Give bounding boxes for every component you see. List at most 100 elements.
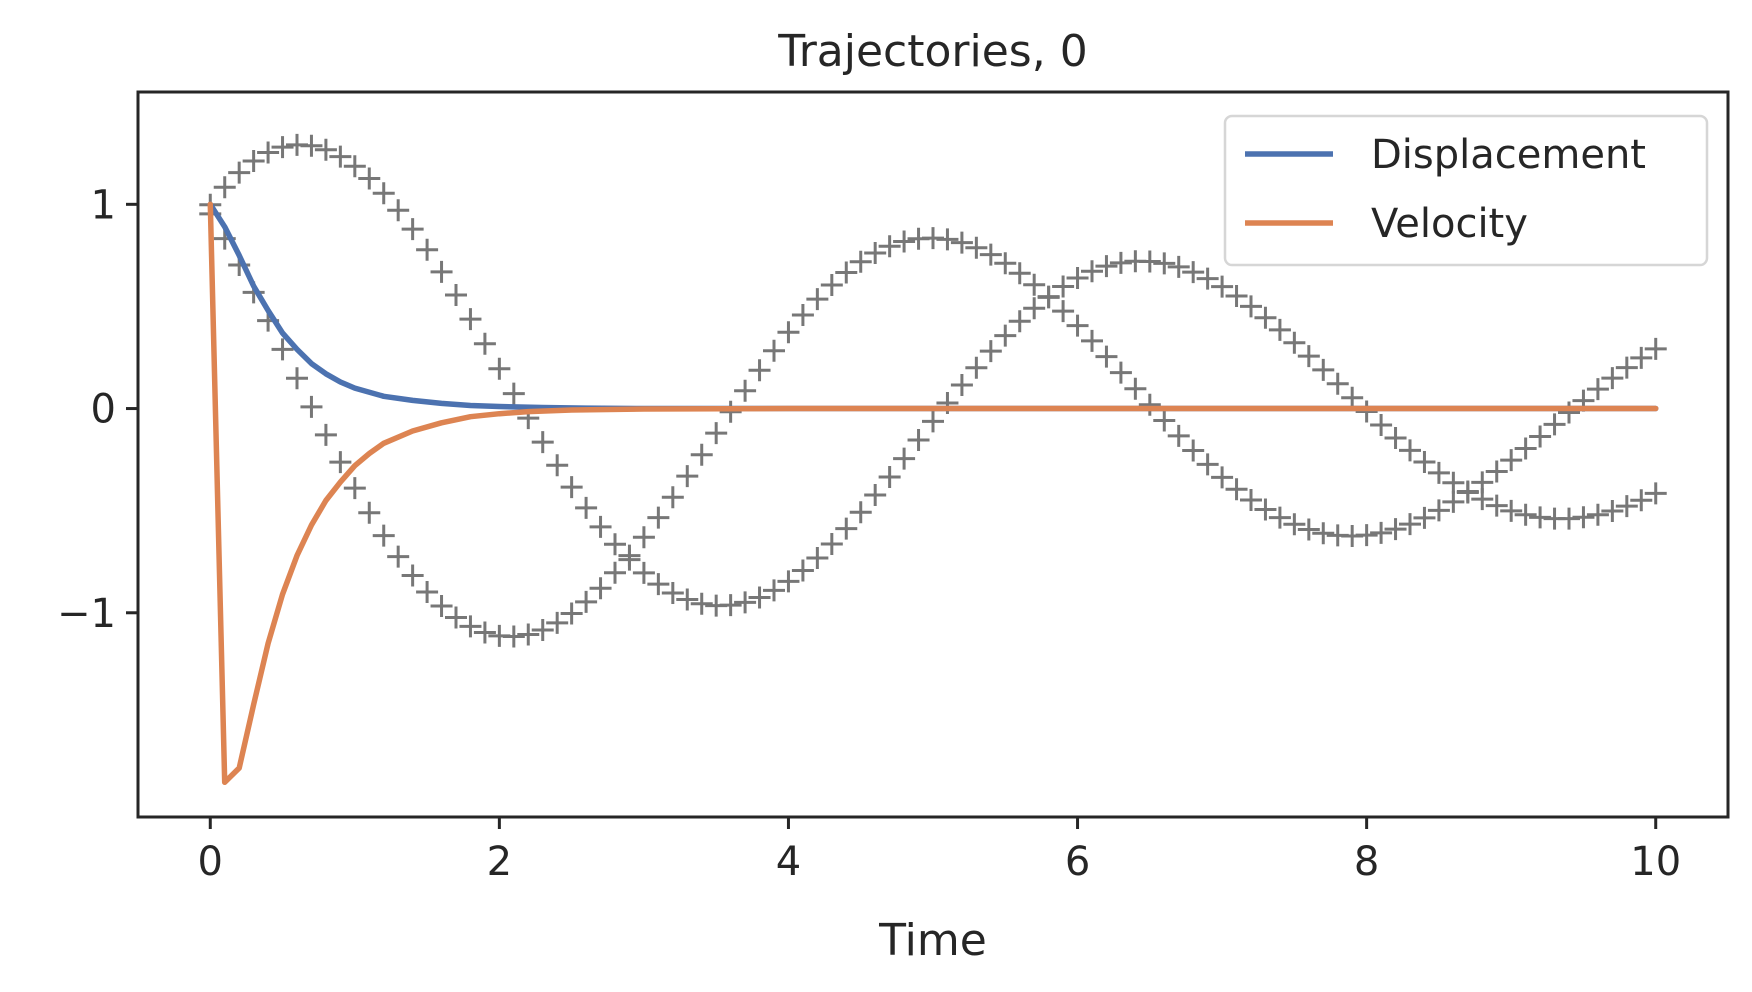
plus-marker <box>806 547 829 570</box>
plus-marker <box>748 359 771 382</box>
plus-marker <box>416 238 439 261</box>
plus-marker <box>1543 413 1566 436</box>
plus-marker <box>1442 471 1465 494</box>
plus-marker <box>661 581 684 604</box>
plus-marker <box>1384 518 1407 541</box>
plus-marker <box>604 561 626 584</box>
plus-marker <box>473 332 496 355</box>
plus-marker <box>1442 490 1465 513</box>
plus-marker <box>430 260 453 283</box>
plus-marker <box>372 182 395 205</box>
plus-marker <box>401 564 424 587</box>
plus-marker <box>979 340 1002 363</box>
plus-marker <box>661 486 684 509</box>
plus-marker <box>1138 250 1161 273</box>
plus-marker <box>994 324 1017 347</box>
plus-marker <box>1615 356 1638 379</box>
plus-marker <box>994 252 1017 275</box>
plus-marker <box>228 161 251 184</box>
plus-marker <box>343 155 366 178</box>
x-tick-label: 8 <box>1354 839 1379 885</box>
plus-marker <box>560 476 583 499</box>
plus-marker <box>1225 478 1248 501</box>
plus-marker <box>1355 524 1378 547</box>
y-tick-label: −1 <box>57 591 116 637</box>
plus-marker <box>1514 503 1537 526</box>
plus-marker <box>329 451 352 474</box>
plus-marker <box>502 382 525 405</box>
plus-marker <box>1413 506 1436 529</box>
plus-marker <box>1384 426 1407 449</box>
plus-marker <box>314 138 337 161</box>
plus-marker <box>1182 261 1205 284</box>
plus-marker <box>820 273 843 296</box>
plus-marker <box>979 243 1002 266</box>
plus-marker <box>965 356 988 379</box>
plus-marker <box>1529 425 1552 448</box>
plus-marker <box>242 149 265 172</box>
plus-marker <box>531 618 554 641</box>
plus-marker <box>1399 439 1421 462</box>
plus-marker <box>1254 498 1277 521</box>
plus-marker <box>1211 275 1234 298</box>
plus-marker <box>1182 439 1205 462</box>
plus-marker <box>271 338 294 361</box>
plus-marker <box>1312 358 1335 381</box>
plus-marker <box>430 595 453 618</box>
plus-marker <box>719 594 742 617</box>
plus-marker <box>632 561 655 584</box>
plus-marker <box>1326 372 1349 395</box>
plus-marker <box>1312 522 1335 545</box>
plus-marker <box>1109 251 1132 274</box>
plus-marker <box>213 176 236 199</box>
plus-marker <box>1167 424 1190 447</box>
plus-marker <box>849 250 872 273</box>
plot-frame <box>136 90 1730 819</box>
legend: Displacement Velocity <box>1223 114 1709 267</box>
plus-marker <box>517 623 540 646</box>
plus-marker <box>257 141 280 164</box>
plus-marker <box>1066 266 1089 289</box>
plus-marker <box>459 615 482 638</box>
plus-marker <box>1471 471 1494 494</box>
plus-marker <box>387 199 410 222</box>
plus-marker <box>1225 284 1248 307</box>
plus-marker <box>546 611 569 634</box>
plus-marker <box>1456 481 1479 504</box>
x-tick-label: 0 <box>198 839 223 885</box>
plus-marker <box>372 524 395 547</box>
plus-marker <box>1008 310 1031 333</box>
plus-marker <box>965 236 988 259</box>
plus-marker <box>1254 306 1277 329</box>
plus-marker <box>1500 449 1523 472</box>
plus-marker <box>589 577 612 600</box>
y-axis-ticks: −1 0 1 <box>57 182 138 637</box>
plus-marker <box>1167 255 1190 278</box>
plus-marker <box>1109 361 1132 384</box>
plus-marker <box>1514 437 1537 460</box>
plus-marker <box>1196 453 1219 476</box>
plus-marker <box>748 586 771 609</box>
plus-marker <box>734 591 757 614</box>
plus-marker <box>546 454 569 477</box>
plus-marker <box>1630 346 1653 369</box>
plus-marker <box>734 379 757 402</box>
plus-marker <box>560 602 583 625</box>
plus-marker <box>1341 386 1364 409</box>
plus-marker <box>1297 518 1320 541</box>
plus-marker <box>1240 489 1262 512</box>
legend-box <box>1223 114 1709 267</box>
plus-marker <box>835 517 858 540</box>
plus-marker <box>1153 409 1176 432</box>
x-tick-label: 10 <box>1630 839 1681 885</box>
series-line-velocity <box>207 201 1659 786</box>
plus-marker <box>1283 513 1306 536</box>
plus-marker <box>488 357 511 380</box>
x-tick-label: 4 <box>776 839 801 885</box>
plus-marker <box>763 579 785 602</box>
plus-marker <box>676 588 699 611</box>
plus-marker <box>1370 521 1393 544</box>
x-axis-ticks: 0 2 4 6 8 10 <box>198 817 1681 885</box>
y-tick-label: 0 <box>91 387 116 433</box>
